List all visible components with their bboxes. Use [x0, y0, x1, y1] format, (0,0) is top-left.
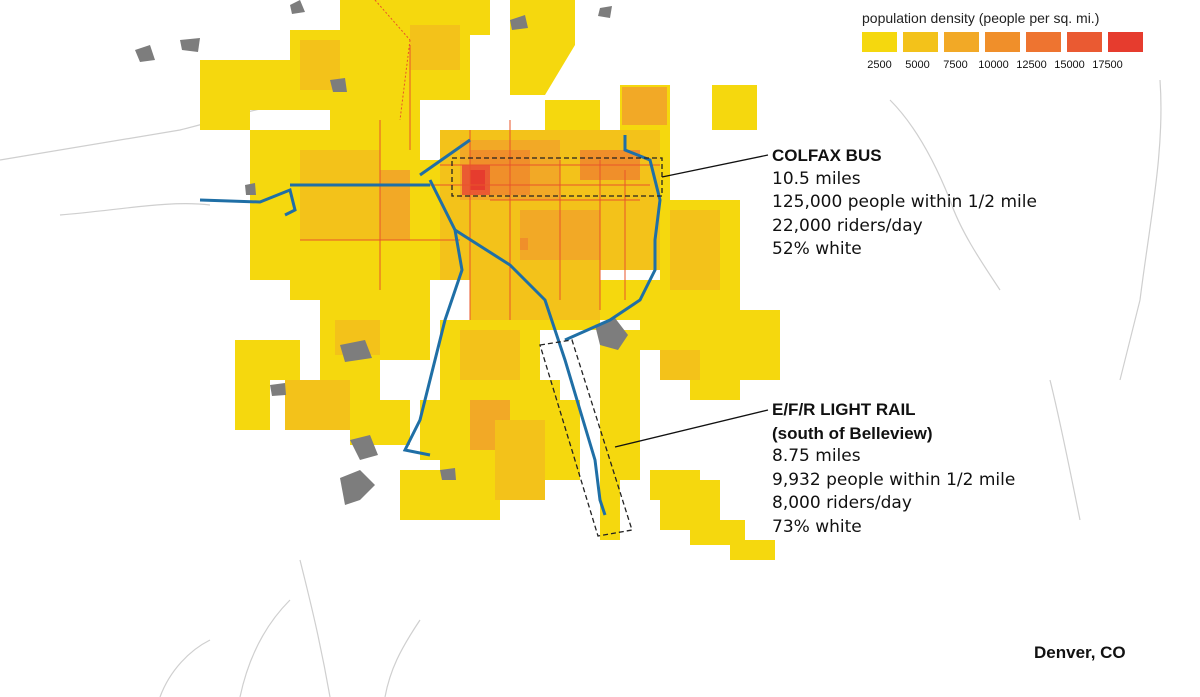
- rail-title: E/F/R LIGHT RAIL: [772, 400, 916, 419]
- legend-swatch: [944, 32, 979, 52]
- legend-swatch: [862, 32, 897, 52]
- colfax-white-share: 52% white: [772, 239, 862, 259]
- rail-riders: 8,000 riders/day: [772, 493, 912, 513]
- colfax-callout: COLFAX BUS 10.5 miles 125,000 people wit…: [772, 144, 1037, 262]
- light-rail-lines: [199, 135, 662, 516]
- legend-tick: 7500: [943, 59, 968, 71]
- legend-swatch: [1026, 32, 1061, 52]
- colfax-title: COLFAX BUS: [772, 146, 882, 165]
- colfax-miles: 10.5 miles: [772, 168, 861, 189]
- legend-tick: 12500: [1016, 59, 1047, 71]
- legend-tick: 5000: [905, 59, 930, 71]
- legend-title: population density (people per sq. mi.): [862, 10, 1100, 26]
- legend-tick: 15000: [1054, 59, 1085, 71]
- legend-tick: 2500: [867, 59, 892, 71]
- rail-subtitle: (south of Belleview): [772, 423, 933, 443]
- legend-tick: 10000: [978, 59, 1009, 71]
- legend-swatch: [903, 32, 938, 52]
- legend-swatch: [985, 32, 1020, 52]
- legend-swatches: [862, 32, 1167, 52]
- leader-lines: [614, 154, 769, 448]
- colfax-population: 125,000 people within 1/2 mile: [772, 192, 1037, 212]
- rail-miles: 8.75 miles: [772, 446, 861, 466]
- legend-tick: 17500: [1092, 59, 1123, 71]
- density-legend: population density (people per sq. mi.) …: [862, 10, 1167, 71]
- legend-ticks: 2500 5000 7500 10000 12500 15000 17500: [862, 59, 1167, 71]
- colfax-riders: 22,000 riders/day: [772, 215, 923, 236]
- place-label: Denver, CO: [1034, 643, 1126, 662]
- water-bodies: [135, 0, 628, 505]
- density-blocks: [200, 0, 780, 560]
- rail-white-share: 73% white: [772, 516, 862, 537]
- legend-swatch: [1067, 32, 1102, 52]
- rail-callout: E/F/R LIGHT RAIL (south of Belleview) 8.…: [772, 398, 1015, 539]
- legend-swatch: [1108, 32, 1143, 52]
- rail-population: 9,932 people within 1/2 mile: [772, 469, 1016, 490]
